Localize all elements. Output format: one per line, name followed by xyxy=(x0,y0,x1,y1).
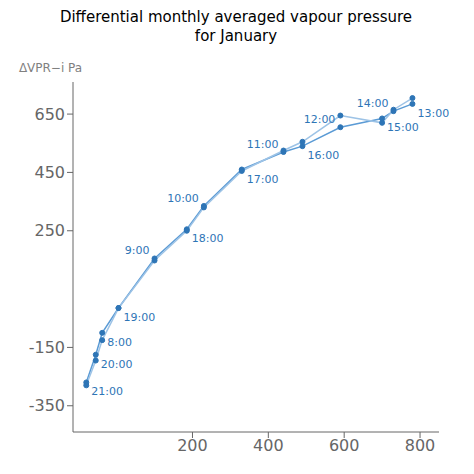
svg-text:11:00: 11:00 xyxy=(247,138,279,151)
svg-text:600: 600 xyxy=(329,436,360,455)
svg-text:800: 800 xyxy=(405,436,436,455)
svg-text:-150: -150 xyxy=(29,338,65,357)
svg-text:9:00: 9:00 xyxy=(125,244,150,257)
svg-text:20:00: 20:00 xyxy=(101,358,133,371)
svg-text:200: 200 xyxy=(177,436,208,455)
svg-text:650: 650 xyxy=(34,105,65,124)
svg-text:15:00: 15:00 xyxy=(387,121,419,134)
svg-text:13:00: 13:00 xyxy=(417,107,449,120)
svg-text:-350: -350 xyxy=(29,396,65,415)
svg-text:ΔVPR−i Pa: ΔVPR−i Pa xyxy=(19,61,82,75)
svg-text:18:00: 18:00 xyxy=(192,232,224,245)
svg-text:19:00: 19:00 xyxy=(124,311,156,324)
svg-text:16:00: 16:00 xyxy=(307,149,339,162)
svg-text:400: 400 xyxy=(253,436,284,455)
svg-text:450: 450 xyxy=(34,163,65,182)
svg-text:10:00: 10:00 xyxy=(167,192,199,205)
svg-text:12:00: 12:00 xyxy=(304,113,336,126)
svg-text:8:00: 8:00 xyxy=(107,336,132,349)
svg-text:250: 250 xyxy=(34,221,65,240)
svg-text:21:00: 21:00 xyxy=(91,385,123,398)
svg-text:14:00: 14:00 xyxy=(357,97,389,110)
html-text:Differential monthly averaged: Differential monthly averaged vapour pre… xyxy=(59,8,413,45)
svg-text:17:00: 17:00 xyxy=(247,173,279,186)
